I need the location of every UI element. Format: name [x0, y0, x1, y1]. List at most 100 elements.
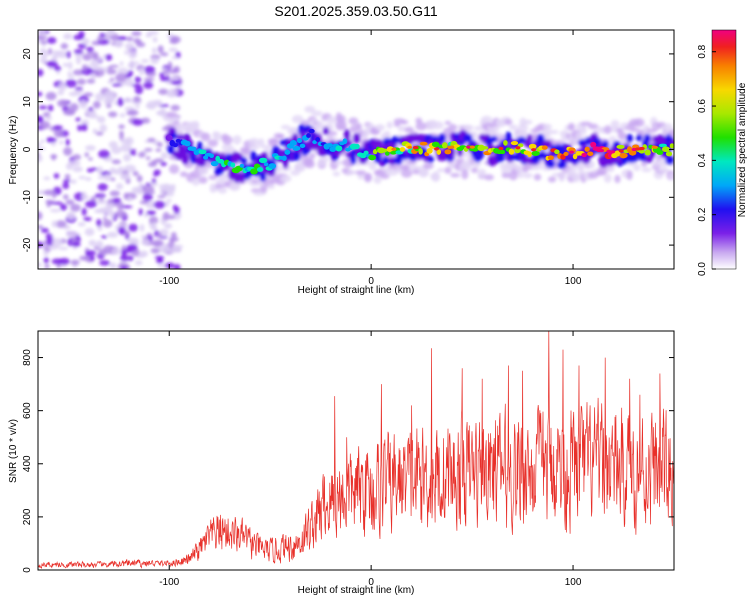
halo-blob	[401, 169, 413, 178]
noise-blob	[153, 200, 166, 209]
halo-blob	[567, 122, 576, 131]
noise-blob	[115, 183, 124, 190]
noise-blob	[88, 106, 94, 112]
noise-blob	[38, 115, 44, 124]
noise-blob	[77, 222, 86, 227]
snr-panel: -100 0 100 0 200 400 600 800 Height of straigh…	[8, 330, 675, 596]
noise-blob	[82, 53, 92, 61]
ridge-core-blob	[326, 143, 333, 148]
ridge-hotspot	[569, 150, 575, 154]
spectrogram-x-tick-label: -100	[159, 276, 179, 287]
noise-blob	[97, 175, 105, 180]
ridge-core-blob	[342, 138, 348, 145]
ridge-core-blob	[165, 134, 173, 141]
ridge-core-blob	[638, 149, 645, 154]
noise-blob	[86, 46, 94, 53]
ridge-core-blob	[306, 133, 311, 138]
halo-blob	[603, 173, 612, 183]
noise-blob	[160, 187, 165, 196]
noise-blob	[95, 240, 104, 249]
halo-blob	[616, 127, 624, 133]
noise-blob	[70, 259, 80, 266]
noise-blob	[135, 104, 140, 109]
ridge-core-blob	[658, 143, 667, 148]
halo-blob	[380, 173, 390, 180]
noise-blob	[70, 203, 81, 212]
snr-y-tick-label: 600	[22, 402, 33, 419]
noise-blob	[65, 199, 75, 205]
halo-blob	[192, 120, 200, 131]
noise-blob	[136, 42, 146, 48]
spectrogram-y-tick-label: 0	[22, 146, 33, 152]
ridge-core-blob	[517, 143, 524, 148]
halo-blob	[383, 130, 391, 141]
noise-blob	[83, 92, 94, 97]
halo-blob	[276, 133, 285, 140]
noise-blob	[96, 116, 106, 124]
noise-blob	[39, 121, 51, 130]
noise-blob	[58, 82, 67, 91]
noise-blob	[94, 92, 105, 102]
noise-blob	[45, 116, 52, 121]
halo-blob	[493, 124, 500, 132]
ridge-body-blob	[373, 151, 382, 164]
halo-blob	[448, 123, 457, 132]
noise-blob	[151, 221, 157, 230]
ridge-body-blob	[626, 133, 634, 143]
noise-blob	[112, 197, 122, 204]
halo-blob	[517, 130, 529, 139]
ridge-body-blob	[635, 134, 643, 142]
noise-blob	[62, 179, 71, 183]
noise-blob	[152, 173, 159, 177]
noise-blob	[45, 200, 56, 204]
noise-blob	[65, 79, 77, 88]
ridge-body-blob	[278, 149, 286, 157]
ridge-core-blob	[230, 162, 236, 168]
ridge-core-blob	[661, 146, 670, 153]
colorbar-gradient	[711, 29, 737, 270]
noise-blob	[149, 181, 159, 187]
noise-blob	[124, 42, 135, 51]
halo-blob	[517, 171, 524, 179]
halo-blob	[386, 121, 393, 129]
halo-blob	[587, 123, 599, 130]
noise-blob	[169, 70, 176, 74]
noise-blob	[123, 192, 129, 200]
halo-blob	[641, 167, 652, 173]
halo-blob	[258, 138, 265, 148]
halo-blob	[547, 176, 557, 183]
colorbar-label: Normalized spectral amplitude	[737, 82, 748, 217]
noise-blob	[157, 264, 167, 268]
noise-blob	[87, 51, 93, 55]
halo-blob	[471, 167, 479, 174]
noise-blob	[115, 210, 127, 218]
colorbar-tick-label: 0.4	[697, 153, 708, 167]
halo-blob	[455, 158, 465, 163]
noise-blob	[51, 220, 58, 228]
noise-blob	[131, 83, 142, 88]
ridge-body-blob	[238, 176, 246, 183]
colorbar-tick-label: 0.8	[697, 44, 708, 58]
noise-blob	[63, 110, 76, 116]
noise-blob	[118, 124, 125, 130]
spectrogram-x-tick-label: 100	[565, 276, 582, 287]
ridge-core-blob	[616, 144, 625, 149]
ridge-core-blob	[380, 148, 388, 153]
halo-blob	[305, 157, 314, 165]
ridge-core-blob	[256, 167, 264, 172]
noise-blob	[84, 152, 89, 158]
noise-blob	[125, 111, 136, 116]
noise-blob	[38, 241, 44, 248]
noise-blob	[160, 152, 169, 159]
ridge-core-blob	[372, 149, 378, 155]
ridge-core-blob	[363, 150, 369, 156]
spectrogram-marks	[38, 30, 674, 269]
noise-blob	[43, 176, 51, 181]
noise-blob	[158, 88, 169, 95]
halo-blob	[575, 131, 582, 142]
ridge-core-blob	[190, 146, 197, 152]
ridge-core-blob	[669, 143, 674, 149]
ridge-body-blob	[656, 134, 667, 146]
noise-blob	[133, 96, 141, 103]
noise-blob	[121, 249, 128, 257]
